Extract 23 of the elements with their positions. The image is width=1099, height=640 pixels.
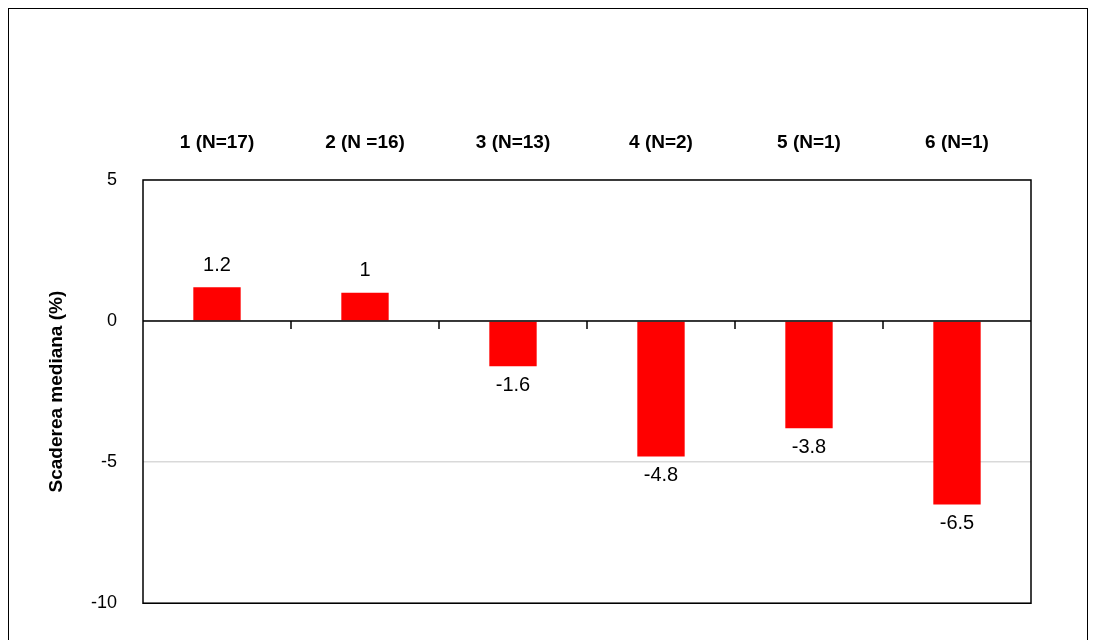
y-tick-label: 0 xyxy=(106,310,117,331)
x-tick-label: 4 (N=2) xyxy=(629,130,693,152)
data-label: -3.8 xyxy=(791,434,827,457)
y-tick-label: -10 xyxy=(90,592,117,613)
x-tick-label: 6 (N=1) xyxy=(925,130,989,152)
bar xyxy=(785,321,833,429)
y-tick-label: 5 xyxy=(106,168,117,189)
y-tick-label: -5 xyxy=(100,451,117,472)
x-tick-label: 5 (N=1) xyxy=(777,130,841,152)
x-tick-label: 1 (N=17) xyxy=(179,130,255,152)
bar xyxy=(933,321,981,505)
x-tick-label: 3 (N=13) xyxy=(475,130,551,152)
bar xyxy=(489,321,537,367)
data-label: -6.5 xyxy=(939,510,975,533)
bar xyxy=(193,287,241,321)
data-label: -1.6 xyxy=(495,372,531,395)
bar xyxy=(637,321,685,457)
x-tick-label: 2 (N =16) xyxy=(325,130,405,152)
bar xyxy=(341,292,389,321)
data-label: 1 xyxy=(359,258,371,281)
data-label: -4.8 xyxy=(643,463,679,486)
data-label: 1.2 xyxy=(203,252,231,275)
y-axis-title: Scaderea mediana (%) xyxy=(44,290,66,493)
